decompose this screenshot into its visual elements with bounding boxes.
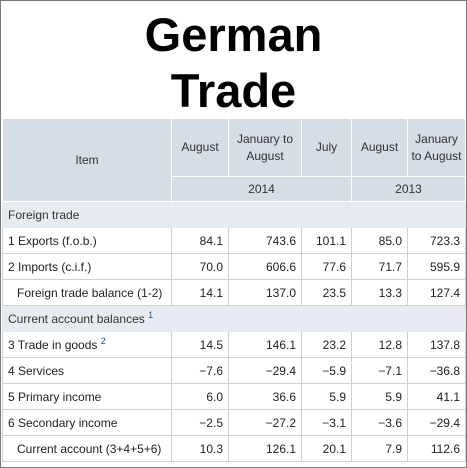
table-row: 2 Imports (c.i.f.) 70.0 606.6 77.6 71.7 595.9 [2, 253, 466, 280]
table-cell-value: 12.8 [351, 331, 408, 358]
row-label: 2 Imports (c.i.f.) [2, 253, 172, 280]
table-cell-value: 77.6 [301, 253, 352, 280]
table-cell-value: −36.8 [407, 357, 466, 384]
table-cell-value: 20.1 [301, 435, 352, 462]
table-cell-value: 6.0 [171, 383, 229, 410]
row-label: 4 Services [2, 357, 172, 384]
header-col-2: January to August [228, 118, 302, 177]
row-label: Current account (3+4+5+6) [2, 435, 172, 462]
table-body: Foreign trade 1 Exports (f.o.b.) 84.1 743.6… [2, 201, 466, 462]
table-cell-value: 41.1 [407, 383, 466, 410]
table-cell-value: 23.5 [301, 279, 352, 306]
row-label: 3 Trade in goods 2 [2, 331, 172, 358]
row-label-text: 5 Primary income [8, 389, 102, 404]
header-row-years: 2014 2013 [3, 176, 466, 202]
row-label-text: 4 Services [8, 363, 65, 378]
table-cell-value: 10.3 [171, 435, 229, 462]
table-row: Current account (3+4+5+6) 10.3 126.1 20.1 7.… [2, 435, 466, 462]
table-row: 6 Secondary income −2.5 −27.2 −3.1 −3.6 −29.4 [2, 409, 466, 436]
header-year-2013: 2013 [351, 176, 466, 202]
table-cell-value: −27.2 [228, 409, 302, 436]
header-col-1: August [171, 118, 229, 177]
header-col-4: August [351, 118, 408, 177]
table-cell-value: −29.4 [407, 409, 466, 436]
row-label: Foreign trade balance (1-2) [2, 279, 172, 306]
section-row: Current account balances 1 [2, 305, 466, 332]
table-row: 1 Exports (f.o.b.) 84.1 743.6 101.1 85.0 723.… [2, 227, 466, 254]
row-label-text: Foreign trade balance (1-2) [17, 285, 163, 300]
table-cell-value: 71.7 [351, 253, 408, 280]
table-row: 4 Services −7.6 −29.4 −5.9 −7.1 −36.8 [2, 357, 466, 384]
table-cell-value: 84.1 [171, 227, 229, 254]
table-row: Foreign trade balance (1-2) 14.1 137.0 23.5… [2, 279, 466, 306]
table-cell-value: 5.9 [301, 383, 352, 410]
table-cell-value: 7.9 [351, 435, 408, 462]
header-col-5: January to August [407, 118, 466, 177]
header-year-2014: 2014 [171, 176, 352, 202]
table-cell-value: 36.6 [228, 383, 302, 410]
row-label-text: 1 Exports (f.o.b.) [8, 233, 97, 248]
row-label-text: 6 Secondary income [8, 415, 118, 430]
title-line-2: Trade [170, 64, 297, 117]
table-cell-value: 126.1 [228, 435, 302, 462]
header-row-months: Item August January to August July Augus… [2, 118, 466, 202]
section-label: Foreign trade [2, 201, 466, 228]
row-label-text: 3 Trade in goods [8, 337, 98, 352]
table-cell-value: 606.6 [228, 253, 302, 280]
footnote-marker[interactable]: 1 [148, 309, 154, 320]
section-row: Foreign trade [2, 201, 466, 228]
table-cell-value: 23.2 [301, 331, 352, 358]
table-cell-value: 743.6 [228, 227, 302, 254]
table-cell-value: 146.1 [228, 331, 302, 358]
row-label-text: 2 Imports (c.i.f.) [8, 259, 92, 274]
table-cell-value: −7.1 [351, 357, 408, 384]
table-cell-value: 5.9 [351, 383, 408, 410]
table-cell-value: −3.6 [351, 409, 408, 436]
table-cell-value: 137.8 [407, 331, 466, 358]
table-row: 5 Primary income 6.0 36.6 5.9 5.9 41.1 [2, 383, 466, 410]
section-label-text: Current account balances [8, 311, 145, 326]
table-cell-value: 723.3 [407, 227, 466, 254]
table-cell-value: 14.1 [171, 279, 229, 306]
row-label: 1 Exports (f.o.b.) [2, 227, 172, 254]
table-cell-value: 127.4 [407, 279, 466, 306]
table-cell-value: −2.5 [171, 409, 229, 436]
table-cell-value: 101.1 [301, 227, 352, 254]
table-cell-value: −3.1 [301, 409, 352, 436]
footnote-marker[interactable]: 2 [100, 335, 106, 346]
table-row: 3 Trade in goods 2 14.5 146.1 23.2 12.8 137.8 [2, 331, 466, 358]
row-label-text: Current account (3+4+5+6) [17, 441, 162, 456]
header-item: Item [2, 118, 172, 202]
table-cell-value: 14.5 [171, 331, 229, 358]
header-col-3: July [301, 118, 352, 177]
table-cell-value: −29.4 [228, 357, 302, 384]
table-cell-value: 595.9 [407, 253, 466, 280]
table-cell-value: 85.0 [351, 227, 408, 254]
table-cell-value: 112.6 [407, 435, 466, 462]
page-title: German Trade [2, 2, 465, 118]
table-cell-value: 137.0 [228, 279, 302, 306]
trade-table: Item August January to August July Augus… [2, 118, 466, 462]
section-label: Current account balances 1 [2, 305, 466, 332]
table-cell-value: 70.0 [171, 253, 229, 280]
title-line-1: German [144, 8, 323, 61]
table-cell-value: 13.3 [351, 279, 408, 306]
row-label: 6 Secondary income [2, 409, 172, 436]
table-cell-value: −5.9 [301, 357, 352, 384]
table-cell-value: −7.6 [171, 357, 229, 384]
section-label-text: Foreign trade [8, 207, 80, 222]
row-label: 5 Primary income [2, 383, 172, 410]
